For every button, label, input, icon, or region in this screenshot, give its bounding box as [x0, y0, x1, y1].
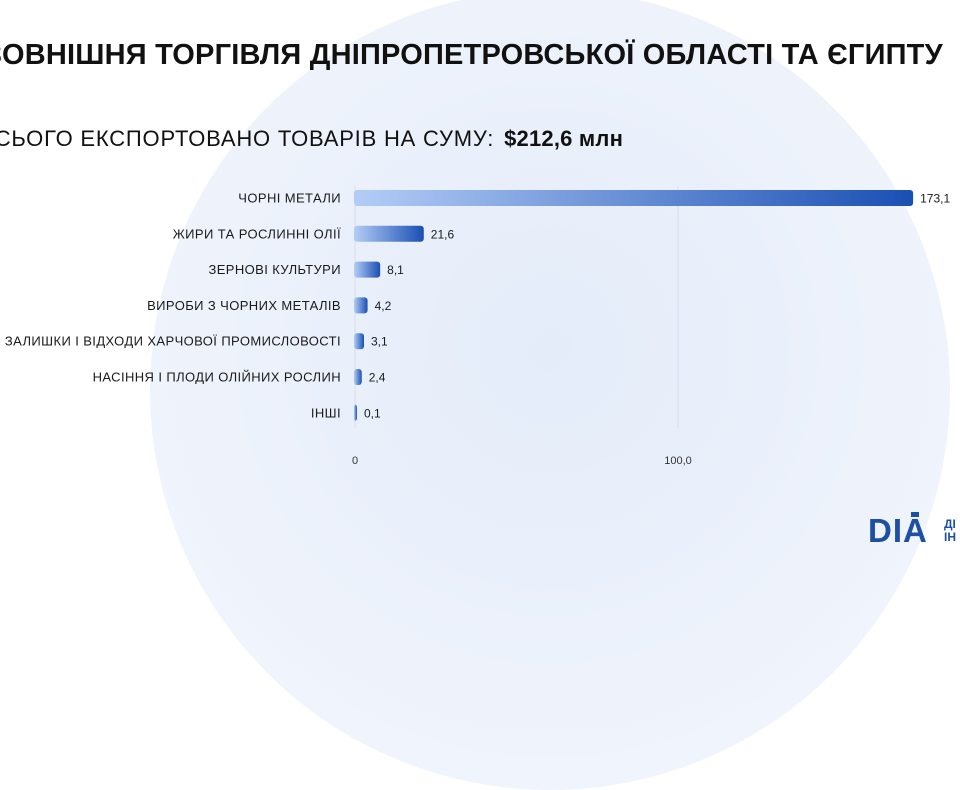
- bar: [354, 333, 365, 350]
- category-label: НАСІННЯ І ПЛОДИ ОЛІЙНИХ РОСЛИН: [93, 370, 341, 385]
- export-total: $212,6 млн: [504, 126, 624, 151]
- category-label: ВИРОБИ З ЧОРНИХ МЕТАЛІВ: [147, 298, 341, 313]
- category-label: ЖИРИ ТА РОСЛИННІ ОЛІЇ: [173, 226, 341, 241]
- dia-logo-mark: DIA: [868, 512, 928, 549]
- bar: [354, 261, 381, 278]
- data-label: 8,1: [387, 263, 404, 277]
- bar: [354, 190, 914, 206]
- data-label: 173,1: [920, 192, 950, 206]
- data-label: 4,2: [375, 299, 392, 313]
- export-summary: ВСЬОГО ЕКСПОРТОВАНО ТОВАРІВ НА СУМУ: $212…: [0, 126, 623, 152]
- category-label: ЧОРНІ МЕТАЛИ: [238, 191, 341, 206]
- export-bar-chart: 0 100,0 ЧОРНІ МЕТАЛИ 173,1 ЖИРИ ТА РОСЛИННІ …: [5, 186, 951, 468]
- gridlines: [354, 186, 679, 428]
- data-label: 0,1: [364, 406, 381, 420]
- data-label: 2,4: [369, 371, 386, 385]
- bar: [354, 225, 424, 242]
- bar: [354, 369, 362, 385]
- data-label: 21,6: [431, 227, 455, 241]
- page-title: ЗОВНІШНЯ ТОРГІВЛЯ ДНІПРОПЕТРОВСЬКОЇ ОБЛА…: [0, 39, 943, 71]
- category-label: ІНШІ: [311, 405, 341, 420]
- category-label: ЗАЛИШКИ І ВІДХОДИ ХАРЧОВОЇ ПРОМИСЛОВОСТІ: [5, 334, 341, 349]
- dia-logo-side-text: ДІ ІН: [944, 518, 956, 544]
- dia-logo-side-line-1: ДІ: [944, 517, 956, 531]
- bars: [354, 190, 914, 421]
- bar: [354, 297, 368, 314]
- dia-logo-dot: [911, 512, 919, 517]
- export-summary-label: ВСЬОГО ЕКСПОРТОВАНО ТОВАРІВ НА СУМУ:: [0, 126, 495, 151]
- x-tick-label: 100,0: [664, 455, 692, 467]
- bar: [354, 404, 357, 421]
- dia-logo: DIA ДІ ІН: [868, 512, 960, 552]
- category-label: ЗЕРНОВІ КУЛЬТУРИ: [208, 262, 341, 277]
- data-label: 3,1: [371, 335, 388, 349]
- dia-logo-side-line-2: ІН: [944, 530, 956, 544]
- labels: 0 100,0 ЧОРНІ МЕТАЛИ 173,1 ЖИРИ ТА РОСЛИННІ …: [5, 191, 951, 468]
- x-tick-label: 0: [352, 455, 358, 467]
